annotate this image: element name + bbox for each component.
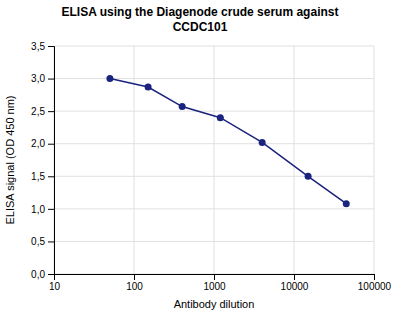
tick-label: 100000 <box>358 281 392 292</box>
tick: 2,0 <box>31 138 54 149</box>
tick: 1,5 <box>31 171 54 182</box>
axis-domain <box>48 47 55 275</box>
tick: 100000 <box>358 274 392 292</box>
y-axis: 0,0 0,5 1,0 1,5 2,0 2,5 3,0 3,5 <box>31 41 54 280</box>
tick-mark <box>48 274 54 275</box>
grid-line-y <box>54 241 374 242</box>
tick-label: 10000 <box>281 281 309 292</box>
tick-label: 1,0 <box>31 204 45 215</box>
tick: 10000 <box>281 274 309 292</box>
tick: 1,0 <box>31 204 54 215</box>
tick-mark <box>374 274 375 280</box>
tick-label: 2,0 <box>31 138 45 149</box>
tick: 3,0 <box>31 73 54 84</box>
chart-title: ELISA using the Diagenode crude serum ag… <box>62 5 339 34</box>
tick-mark <box>48 79 54 80</box>
data-point <box>106 75 113 82</box>
data-point <box>217 114 224 121</box>
tick-label: 3,0 <box>31 73 45 84</box>
chart-title-line: CCDC101 <box>173 20 228 34</box>
chart-title-line: ELISA using the Diagenode crude serum ag… <box>62 5 339 19</box>
y-axis-title: ELISA signal (OD 450 nm) <box>4 95 16 224</box>
tick-label: 1,5 <box>31 171 45 182</box>
grid-line-x <box>134 46 135 274</box>
chart-container: 10 100 1000 10000 100000 0,0 0,5 1,0 1,5 2,0 2,5 3,… <box>0 0 400 316</box>
tick: 1000 <box>203 274 226 292</box>
tick-mark <box>48 46 54 47</box>
tick-label: 100 <box>126 281 143 292</box>
data-point <box>179 103 186 110</box>
tick-label: 3,5 <box>31 41 45 52</box>
tick-mark <box>294 274 295 280</box>
tick-mark <box>48 209 54 210</box>
tick: 0,5 <box>31 236 54 247</box>
tick: 0,0 <box>31 269 54 280</box>
data-point <box>145 84 152 91</box>
series-line <box>110 79 346 204</box>
grid-line-x <box>214 46 215 274</box>
grid <box>54 46 374 274</box>
x-axis: 10 100 1000 10000 100000 <box>49 274 392 292</box>
tick-label: 0,5 <box>31 236 45 247</box>
tick-mark <box>48 176 54 177</box>
tick-mark <box>48 111 54 112</box>
tick: 10 <box>49 274 61 292</box>
chart-svg: 10 100 1000 10000 100000 0,0 0,5 1,0 1,5 2,0 2,5 3,… <box>0 0 400 316</box>
data-point <box>305 173 312 180</box>
tick-label: 1000 <box>203 281 226 292</box>
grid-line-y <box>54 143 374 144</box>
grid-line-y <box>54 176 374 177</box>
tick-mark <box>134 274 135 280</box>
x-axis-title: Antibody dilution <box>174 298 255 310</box>
grid-line-y <box>54 46 374 47</box>
grid-line-y <box>54 78 374 79</box>
grid-line-x <box>294 46 295 274</box>
data-point <box>343 200 350 207</box>
grid-line-x <box>374 46 375 274</box>
tick-mark <box>48 241 54 242</box>
tick-label: 10 <box>49 281 61 292</box>
tick-label: 2,5 <box>31 106 45 117</box>
grid-line-y <box>54 208 374 209</box>
tick: 3,5 <box>31 41 54 52</box>
tick-mark <box>214 274 215 280</box>
grid-line-y <box>54 111 374 112</box>
axis-domain <box>55 275 375 281</box>
tick: 100 <box>126 274 143 292</box>
tick-mark <box>48 144 54 145</box>
tick: 2,5 <box>31 106 54 117</box>
plot-area <box>106 75 349 207</box>
tick-label: 0,0 <box>31 269 45 280</box>
data-point <box>259 139 266 146</box>
